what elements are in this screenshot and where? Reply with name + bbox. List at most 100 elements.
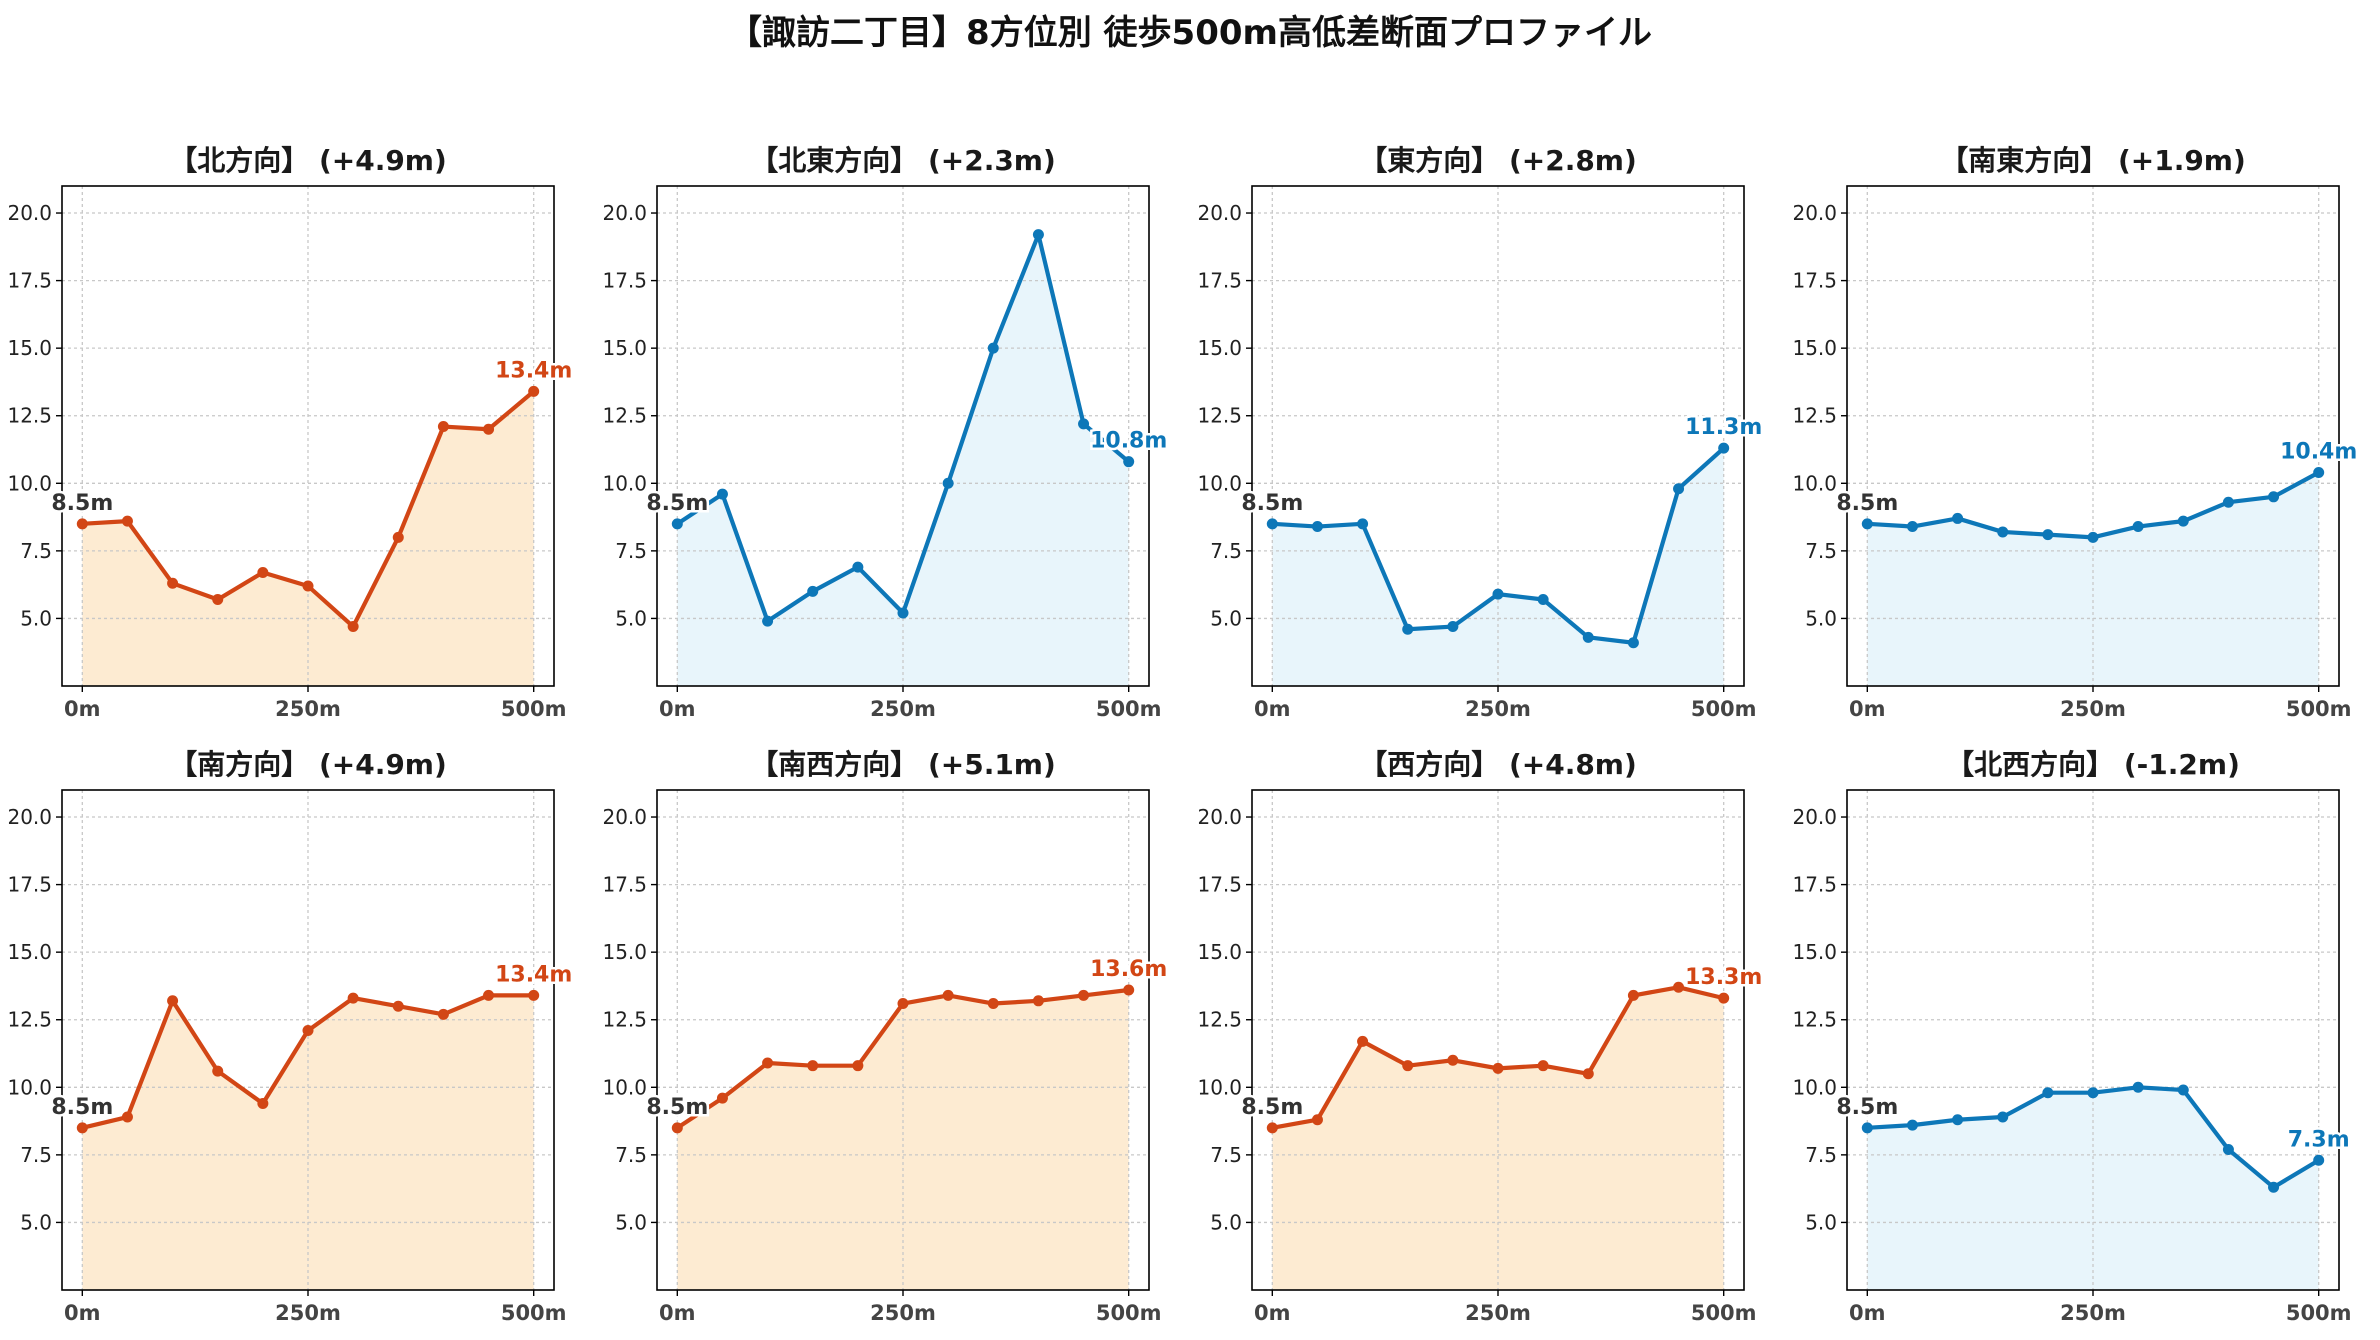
x-tick-label: 250m (275, 1301, 341, 1325)
x-tick-label: 250m (275, 697, 341, 721)
y-tick-label: 17.5 (602, 873, 647, 897)
data-point (987, 998, 999, 1010)
data-point (528, 385, 540, 397)
start-elevation-label: 8.5m (1241, 1095, 1303, 1120)
data-point (1673, 483, 1685, 495)
data-point (437, 421, 449, 433)
panel-title: 【北方向】 (+4.9m) (169, 144, 447, 177)
data-point (1906, 1119, 1918, 1131)
y-tick-label: 20.0 (7, 201, 52, 225)
data-point (1627, 637, 1639, 649)
y-tick-label: 15.0 (602, 336, 647, 360)
data-point (807, 585, 819, 597)
data-point (76, 1122, 88, 1134)
data-point (1537, 1060, 1549, 1072)
y-tick-label: 5.0 (1805, 606, 1837, 630)
data-point (2313, 466, 2325, 478)
panel-4: 【南方向】 (+4.9m) 5.0 7.5 10.0 12.5 15.0 17.5 20.0 0… (7, 748, 574, 1325)
y-tick-label: 10.0 (7, 471, 52, 495)
data-point (671, 1122, 683, 1134)
data-point (852, 1060, 864, 1072)
data-point (1582, 631, 1594, 643)
x-tick-label: 500m (2286, 1301, 2352, 1325)
data-point (167, 577, 179, 589)
data-point (1311, 521, 1323, 533)
data-point (807, 1060, 819, 1072)
panel-title: 【西方向】 (+4.8m) (1359, 748, 1637, 781)
data-point (1627, 989, 1639, 1001)
figure-title: 【諏訪二丁目】8方位別 徒歩500m高低差断面プロファイル (728, 13, 1652, 53)
data-point (987, 342, 999, 354)
start-elevation-label: 8.5m (1836, 1095, 1898, 1120)
data-point (1357, 518, 1369, 530)
y-tick-label: 7.5 (1210, 1143, 1242, 1167)
data-point (1582, 1068, 1594, 1080)
y-tick-label: 12.5 (7, 404, 52, 428)
data-point (302, 1025, 314, 1037)
y-tick-label: 12.5 (1792, 404, 1837, 428)
data-point (1123, 984, 1135, 996)
y-tick-label: 7.5 (20, 1143, 52, 1167)
data-point (2042, 529, 2054, 541)
data-point (167, 995, 179, 1007)
data-point (1402, 1060, 1414, 1072)
y-tick-label: 10.0 (602, 1075, 647, 1099)
data-point (671, 518, 683, 530)
data-point (2177, 1084, 2189, 1096)
data-point (2132, 521, 2144, 533)
data-point (302, 580, 314, 592)
y-tick-label: 12.5 (1197, 404, 1242, 428)
x-tick-label: 500m (1096, 697, 1162, 721)
y-tick-label: 17.5 (1792, 873, 1837, 897)
data-point (437, 1008, 449, 1020)
panel-title: 【北西方向】 (-1.2m) (1946, 748, 2240, 781)
panel-title: 【南方向】 (+4.9m) (169, 748, 447, 781)
data-point (2087, 1087, 2099, 1099)
x-tick-label: 0m (64, 1301, 101, 1325)
x-tick-label: 0m (659, 697, 696, 721)
data-point (2177, 515, 2189, 527)
data-point (1906, 521, 1918, 533)
x-tick-label: 0m (1849, 1301, 1886, 1325)
y-tick-label: 5.0 (1805, 1210, 1837, 1234)
data-point (1718, 992, 1730, 1004)
data-point (716, 488, 728, 500)
x-tick-label: 0m (1254, 1301, 1291, 1325)
y-tick-label: 17.5 (1197, 269, 1242, 293)
y-tick-label: 12.5 (7, 1008, 52, 1032)
end-elevation-label: 13.4m (495, 962, 572, 987)
data-point (2042, 1087, 2054, 1099)
data-point (1718, 442, 1730, 454)
x-tick-label: 0m (1254, 697, 1291, 721)
data-point (1447, 1054, 1459, 1066)
data-point (897, 607, 909, 619)
data-point (483, 423, 495, 435)
data-point (1123, 456, 1135, 468)
data-point (1032, 995, 1044, 1007)
y-tick-label: 10.0 (1792, 471, 1837, 495)
data-point (762, 615, 774, 627)
panel-1: 【北東方向】 (+2.3m) 5.0 7.5 10.0 12.5 15.0 17.5 20.0… (602, 144, 1169, 721)
y-tick-label: 17.5 (602, 269, 647, 293)
y-tick-label: 17.5 (7, 873, 52, 897)
y-tick-label: 10.0 (602, 471, 647, 495)
y-tick-label: 5.0 (1210, 1210, 1242, 1234)
y-tick-label: 12.5 (602, 404, 647, 428)
y-tick-label: 10.0 (1197, 471, 1242, 495)
panel-6: 【西方向】 (+4.8m) 5.0 7.5 10.0 12.5 15.0 17.5 20.0 0… (1197, 748, 1764, 1325)
data-point (2132, 1081, 2144, 1093)
start-elevation-label: 8.5m (646, 1095, 708, 1120)
y-tick-label: 17.5 (7, 269, 52, 293)
data-point (121, 1111, 133, 1123)
data-point (1952, 512, 1964, 524)
x-tick-label: 500m (501, 1301, 567, 1325)
data-point (392, 531, 404, 543)
data-point (762, 1057, 774, 1069)
y-tick-label: 15.0 (7, 336, 52, 360)
y-tick-label: 5.0 (615, 606, 647, 630)
y-tick-label: 5.0 (20, 1210, 52, 1234)
panel-title: 【南西方向】 (+5.1m) (750, 748, 1056, 781)
panel-7: 【北西方向】 (-1.2m) 5.0 7.5 10.0 12.5 15.0 17.5 20.0… (1792, 748, 2352, 1325)
data-point (2268, 491, 2280, 503)
